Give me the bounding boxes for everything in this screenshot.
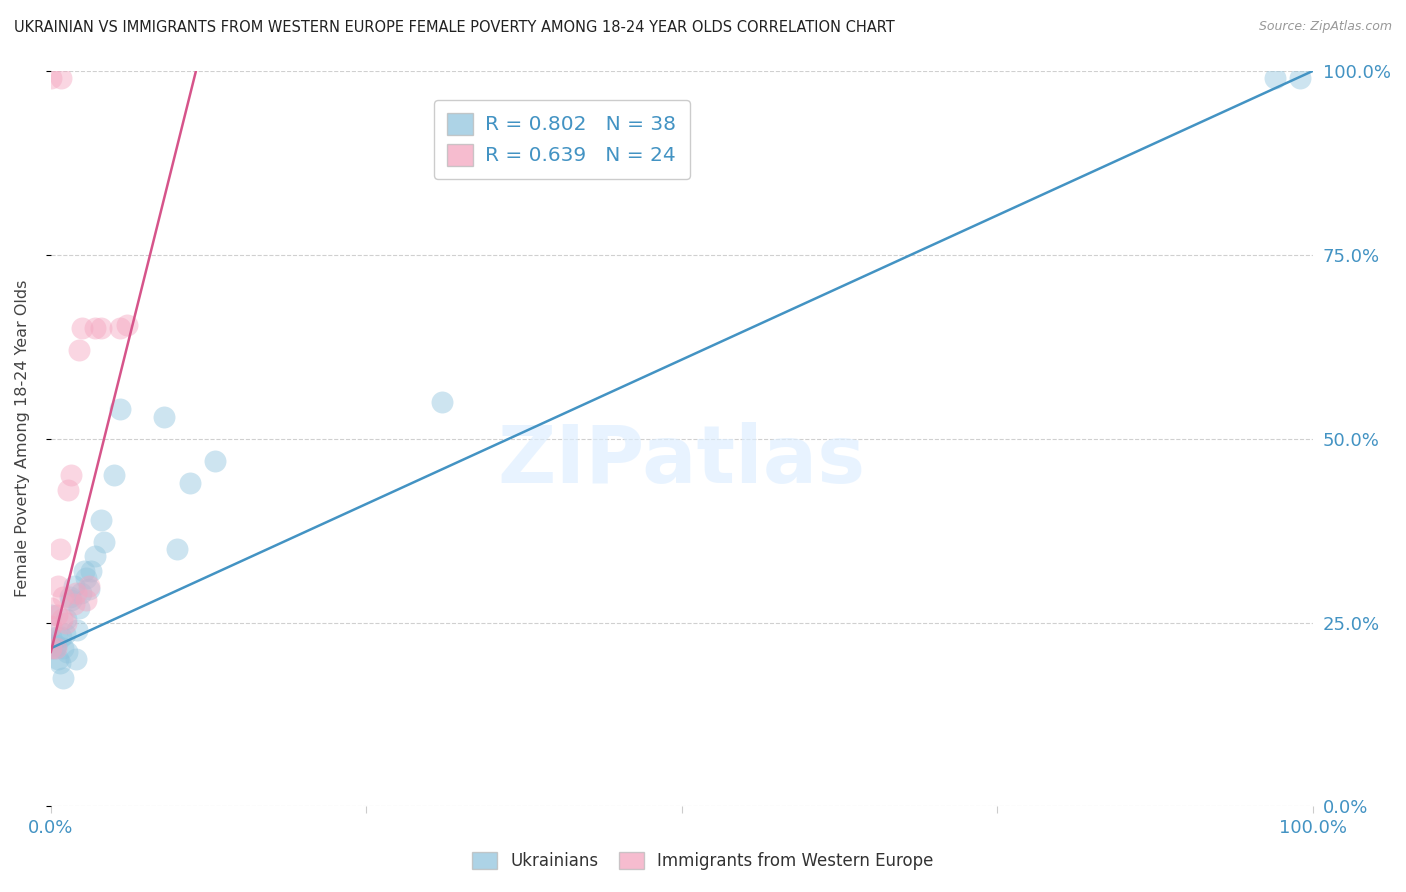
Point	[110, 321, 132, 335]
Point	[204, 454, 226, 468]
Point	[115, 318, 138, 332]
Point	[90, 321, 112, 335]
Point	[65, 586, 87, 600]
Point	[52, 590, 75, 604]
Point	[48, 652, 70, 666]
Legend: Ukrainians, Immigrants from Western Europe: Ukrainians, Immigrants from Western Euro…	[465, 845, 941, 877]
Point	[1264, 71, 1286, 86]
Point	[55, 612, 77, 626]
Point	[52, 641, 75, 656]
Text: UKRAINIAN VS IMMIGRANTS FROM WESTERN EUROPE FEMALE POVERTY AMONG 18-24 YEAR OLDS: UKRAINIAN VS IMMIGRANTS FROM WESTERN EUR…	[14, 20, 894, 35]
Point	[59, 590, 82, 604]
Point	[62, 597, 84, 611]
Legend: R = 0.802   N = 38, R = 0.639   N = 24: R = 0.802 N = 38, R = 0.639 N = 24	[434, 100, 689, 178]
Point	[110, 402, 132, 417]
Point	[70, 586, 93, 600]
Point	[66, 623, 89, 637]
Point	[39, 608, 62, 623]
Point	[49, 630, 72, 644]
Point	[72, 564, 94, 578]
Point	[45, 638, 67, 652]
Point	[77, 579, 100, 593]
Point	[1289, 71, 1312, 86]
Point	[46, 630, 69, 644]
Point	[90, 513, 112, 527]
Point	[93, 534, 115, 549]
Point	[53, 626, 76, 640]
Point	[48, 656, 70, 670]
Point	[39, 619, 62, 633]
Point	[39, 641, 62, 656]
Point	[430, 395, 453, 409]
Point	[39, 600, 62, 615]
Point	[51, 612, 73, 626]
Point	[62, 579, 84, 593]
Point	[77, 582, 100, 597]
Point	[39, 71, 62, 86]
Point	[84, 321, 107, 335]
Point	[72, 321, 94, 335]
Point	[67, 343, 90, 358]
Y-axis label: Female Poverty Among 18-24 Year Olds: Female Poverty Among 18-24 Year Olds	[15, 280, 30, 598]
Point	[48, 541, 70, 556]
Point	[80, 564, 103, 578]
Point	[60, 593, 83, 607]
Point	[48, 579, 70, 593]
Point	[75, 593, 97, 607]
Point	[44, 641, 66, 656]
Point	[179, 475, 201, 490]
Point	[75, 571, 97, 585]
Point	[153, 409, 176, 424]
Point	[166, 541, 188, 556]
Point	[103, 468, 125, 483]
Point	[60, 468, 83, 483]
Text: Source: ZipAtlas.com: Source: ZipAtlas.com	[1258, 20, 1392, 33]
Point	[39, 638, 62, 652]
Point	[52, 671, 75, 685]
Point	[39, 641, 62, 656]
Point	[46, 608, 69, 623]
Text: ZIPatlas: ZIPatlas	[498, 422, 866, 500]
Point	[56, 645, 79, 659]
Point	[45, 641, 67, 656]
Point	[84, 549, 107, 564]
Point	[49, 71, 72, 86]
Point	[65, 652, 87, 666]
Point	[67, 600, 90, 615]
Point	[58, 483, 80, 498]
Point	[39, 630, 62, 644]
Point	[55, 615, 77, 630]
